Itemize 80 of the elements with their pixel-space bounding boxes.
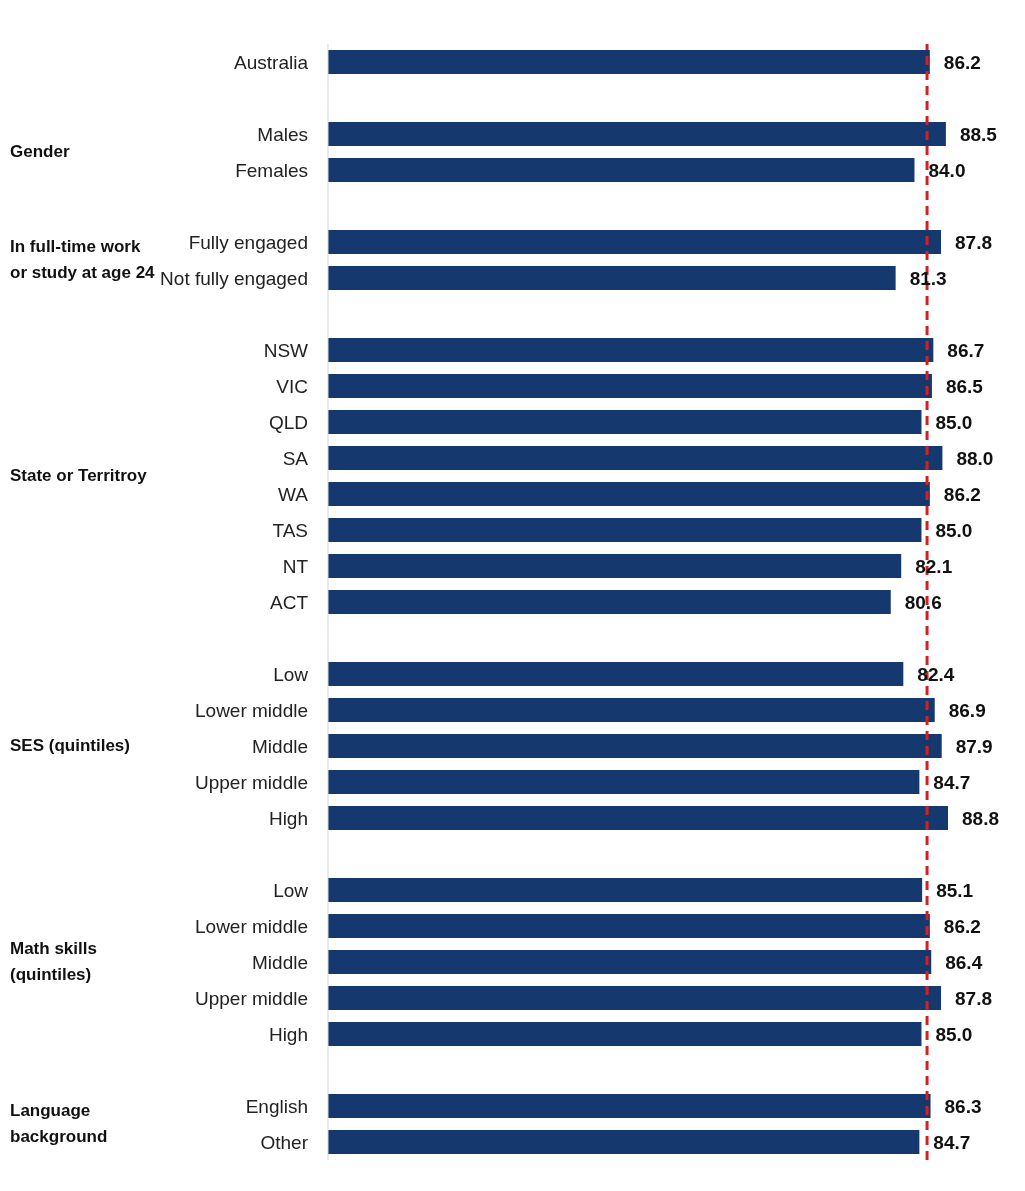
bar	[328, 1022, 922, 1046]
data-label: 88.5	[959, 123, 998, 145]
data-label: 86.2	[943, 483, 981, 505]
data-label: 85.0	[935, 519, 973, 541]
bar	[328, 914, 930, 938]
y-tick-label: TAS	[272, 519, 308, 541]
bar	[328, 50, 930, 74]
text: In full-time work or study at age 24	[10, 236, 156, 284]
y-tick-label: Not fully engaged	[160, 267, 308, 289]
text: State or Territroy	[10, 465, 148, 487]
bar	[328, 662, 904, 686]
bar	[328, 1094, 931, 1118]
y-tick-label: Males	[257, 123, 308, 145]
bar	[328, 878, 923, 902]
data-label: 86.3	[944, 1095, 982, 1117]
bar	[328, 374, 932, 398]
y-tick-label: Middle	[252, 735, 308, 757]
y-tick-label: English	[245, 1095, 308, 1117]
data-label: 86.4	[945, 951, 983, 973]
y-tick-label: Fully engaged	[188, 231, 308, 253]
data-label: 84.7	[933, 1131, 971, 1153]
data-label: 82.1	[915, 555, 953, 577]
data-label: 80.6	[904, 591, 942, 613]
data-label: 88.8	[962, 807, 999, 829]
data-label: 86.2	[943, 51, 981, 73]
y-tick-label: Low	[273, 879, 309, 901]
bar	[328, 446, 943, 470]
y-tick-label: Upper middle	[195, 987, 308, 1009]
bar	[328, 230, 942, 254]
bar	[328, 122, 946, 146]
y-tick-label: NSW	[263, 339, 309, 361]
data-label: 84.7	[933, 771, 971, 793]
bar	[328, 1130, 920, 1154]
bar	[328, 482, 930, 506]
bar	[328, 554, 902, 578]
y-tick-label: Other	[260, 1131, 309, 1153]
text: Gender	[10, 141, 71, 163]
y-tick-label: NT	[282, 555, 309, 577]
data-label: 86.9	[948, 699, 986, 721]
y-tick-label: Australia	[234, 51, 309, 73]
data-label: 81.3	[909, 267, 947, 289]
data-label: 86.2	[943, 915, 981, 937]
data-label: 85.0	[935, 1023, 973, 1045]
data-label: 86.7	[947, 339, 985, 361]
bar	[328, 518, 922, 542]
bar	[328, 590, 891, 614]
text: Math skills (quintiles)	[10, 938, 98, 986]
y-tick-label: ACT	[270, 591, 309, 613]
y-tick-label: Low	[273, 663, 309, 685]
data-label: 88.0	[956, 447, 994, 469]
bar	[328, 734, 942, 758]
y-tick-label: Lower middle	[195, 699, 308, 721]
bar	[328, 770, 920, 794]
y-tick-label: WA	[278, 483, 309, 505]
data-label: 87.8	[955, 987, 992, 1009]
bar	[328, 410, 922, 434]
text: SES (quintiles)	[10, 735, 131, 757]
data-label: 87.8	[955, 231, 992, 253]
y-tick-label: Females	[235, 159, 308, 181]
data-label: 85.0	[935, 411, 973, 433]
data-label: 86.5	[945, 375, 984, 397]
data-label: 84.0	[928, 159, 966, 181]
bar	[328, 806, 948, 830]
bar	[328, 698, 935, 722]
y-tick-label: High	[268, 807, 308, 829]
data-label: 85.1	[936, 879, 974, 901]
text: Language background	[10, 1100, 109, 1148]
y-tick-label: Upper middle	[195, 771, 308, 793]
y-tick-label: Lower middle	[195, 915, 308, 937]
y-tick-label: VIC	[276, 375, 308, 397]
y-tick-label: High	[268, 1023, 308, 1045]
bar	[328, 266, 896, 290]
bar	[328, 986, 942, 1010]
bar	[328, 950, 932, 974]
data-label: 87.9	[955, 735, 993, 757]
y-tick-label: Middle	[252, 951, 308, 973]
y-tick-label: SA	[282, 447, 309, 469]
bar	[328, 158, 915, 182]
y-tick-label: QLD	[268, 411, 308, 433]
bar	[328, 338, 934, 362]
